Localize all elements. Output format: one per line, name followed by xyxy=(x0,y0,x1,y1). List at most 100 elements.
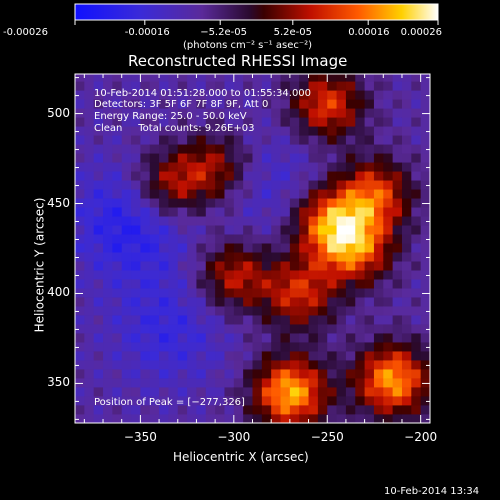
heatmap-cell xyxy=(103,189,113,199)
heatmap-cell xyxy=(271,216,281,226)
heatmap-cell xyxy=(392,279,403,289)
heatmap-cell xyxy=(280,351,291,361)
heatmap-cell xyxy=(140,378,151,388)
heatmap-cell xyxy=(177,333,188,343)
heatmap-cell xyxy=(261,135,272,145)
heatmap-cell xyxy=(243,144,253,154)
heatmap-cell xyxy=(373,351,384,361)
heatmap-cell xyxy=(103,135,113,145)
heatmap-cell xyxy=(187,369,197,379)
heatmap-cell xyxy=(84,315,95,325)
heatmap-cell xyxy=(383,306,394,316)
heatmap-cell xyxy=(233,180,244,190)
heatmap-cell xyxy=(383,351,394,361)
heatmap-cell xyxy=(308,144,319,154)
heatmap-cell xyxy=(168,351,179,361)
heatmap-cell xyxy=(271,126,281,136)
heatmap-cell xyxy=(261,252,272,262)
heatmap-cell xyxy=(289,396,300,406)
heatmap-cell xyxy=(121,387,132,397)
heatmap-cell xyxy=(93,74,104,82)
heatmap-cell xyxy=(252,315,263,325)
y-tick-label: 400 xyxy=(47,285,70,300)
heatmap-cell xyxy=(392,198,403,208)
heatmap-cell xyxy=(364,261,375,271)
heatmap-cell xyxy=(327,243,337,253)
heatmap-cell xyxy=(187,99,197,109)
heatmap-cell xyxy=(168,405,179,415)
heatmap-cell xyxy=(411,90,422,100)
heatmap-cell xyxy=(327,369,337,379)
heatmap-cell xyxy=(121,351,132,361)
heatmap-cell xyxy=(233,198,244,208)
y-tick-label: 450 xyxy=(47,195,70,210)
heatmap-cell xyxy=(411,351,422,361)
heatmap-cell xyxy=(420,81,430,91)
heatmap-cell xyxy=(140,99,151,109)
heatmap-cell xyxy=(373,270,384,280)
heatmap-cell xyxy=(177,126,188,136)
heatmap-cell xyxy=(317,108,328,118)
heatmap-cell xyxy=(252,414,263,423)
heatmap-cell xyxy=(84,162,95,172)
heatmap-cell xyxy=(205,234,216,244)
heatmap-cell xyxy=(103,207,113,217)
heatmap-cell xyxy=(243,396,253,406)
heatmap-cell xyxy=(140,333,151,343)
heatmap-cell xyxy=(93,270,104,280)
heatmap-cell xyxy=(233,306,244,316)
heatmap-cell xyxy=(383,117,394,127)
heatmap-cell xyxy=(336,189,347,199)
heatmap-cell xyxy=(159,198,169,208)
heatmap-cell xyxy=(177,297,188,307)
heatmap-cell xyxy=(121,162,132,172)
heatmap-cell xyxy=(103,216,113,226)
heatmap-cell xyxy=(131,288,141,298)
heatmap-cell xyxy=(84,279,95,289)
heatmap-cell xyxy=(271,180,281,190)
heatmap-cell xyxy=(177,144,188,154)
heatmap-cell xyxy=(289,270,300,280)
heatmap-cell xyxy=(327,171,337,181)
heatmap-cell xyxy=(420,216,430,226)
heatmap-cell xyxy=(252,396,263,406)
heatmap-cell xyxy=(93,234,104,244)
heatmap-cell xyxy=(355,306,366,316)
heatmap-cell xyxy=(355,135,366,145)
heatmap-cell xyxy=(383,126,394,136)
heatmap-cell xyxy=(205,396,216,406)
heatmap-cell xyxy=(187,387,197,397)
heatmap-cell xyxy=(355,153,366,163)
heatmap-cell xyxy=(289,99,300,109)
heatmap-cell xyxy=(131,297,141,307)
heatmap-cell xyxy=(168,333,179,343)
heatmap-cell xyxy=(149,414,160,423)
heatmap-cell xyxy=(103,279,113,289)
heatmap-cell xyxy=(289,189,300,199)
heatmap-cell xyxy=(280,234,291,244)
heatmap-cell xyxy=(411,180,422,190)
heatmap-cell xyxy=(75,108,85,118)
heatmap-cell xyxy=(205,189,216,199)
heatmap-cell xyxy=(131,252,141,262)
heatmap-cell xyxy=(420,324,430,334)
heatmap-cell xyxy=(317,396,328,406)
heatmap-cell xyxy=(411,414,422,423)
heatmap-cell xyxy=(299,126,309,136)
heatmap-cell xyxy=(121,171,132,181)
heatmap-cell xyxy=(355,252,366,262)
heatmap-cell xyxy=(168,74,179,82)
heatmap-cell xyxy=(93,144,104,154)
heatmap-cell xyxy=(345,216,356,226)
heatmap-cell xyxy=(355,81,366,91)
heatmap-cell xyxy=(401,180,412,190)
heatmap-cell xyxy=(93,135,104,145)
heatmap-cell xyxy=(252,74,263,82)
heatmap-cell xyxy=(411,378,422,388)
heatmap-cell xyxy=(280,198,291,208)
heatmap-cell xyxy=(345,396,356,406)
heatmap-cell xyxy=(308,225,319,235)
heatmap-cell xyxy=(233,189,244,199)
heatmap-cell xyxy=(280,360,291,370)
heatmap-cell xyxy=(392,315,403,325)
